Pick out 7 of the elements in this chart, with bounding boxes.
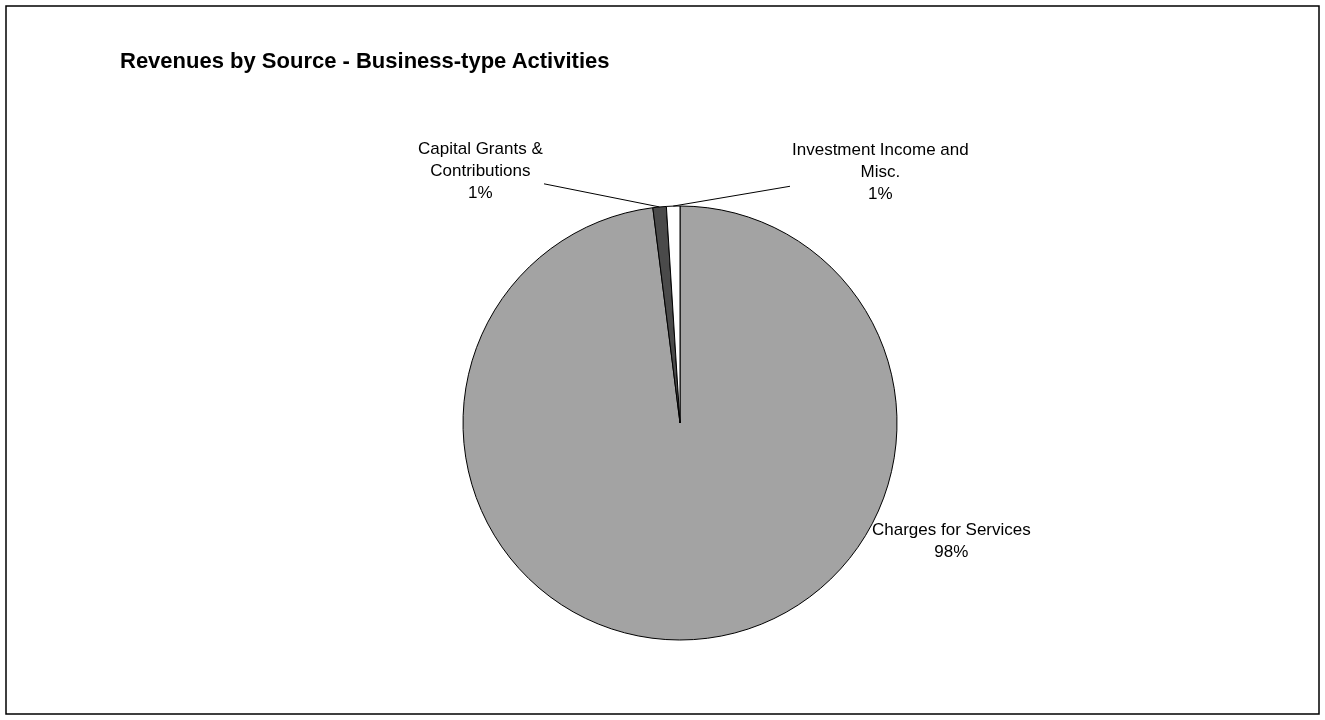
chart-title: Revenues by Source - Business-type Activities bbox=[120, 47, 610, 73]
data-label: 1% bbox=[468, 183, 493, 203]
slice-label: Capital Grants & Contributions bbox=[418, 139, 544, 181]
data-label: 98% bbox=[934, 542, 969, 562]
slice-label: Investment Income and Misc. bbox=[792, 140, 969, 182]
slice-label: Charges for Services bbox=[872, 520, 1031, 539]
data-label: 1% bbox=[868, 184, 893, 204]
